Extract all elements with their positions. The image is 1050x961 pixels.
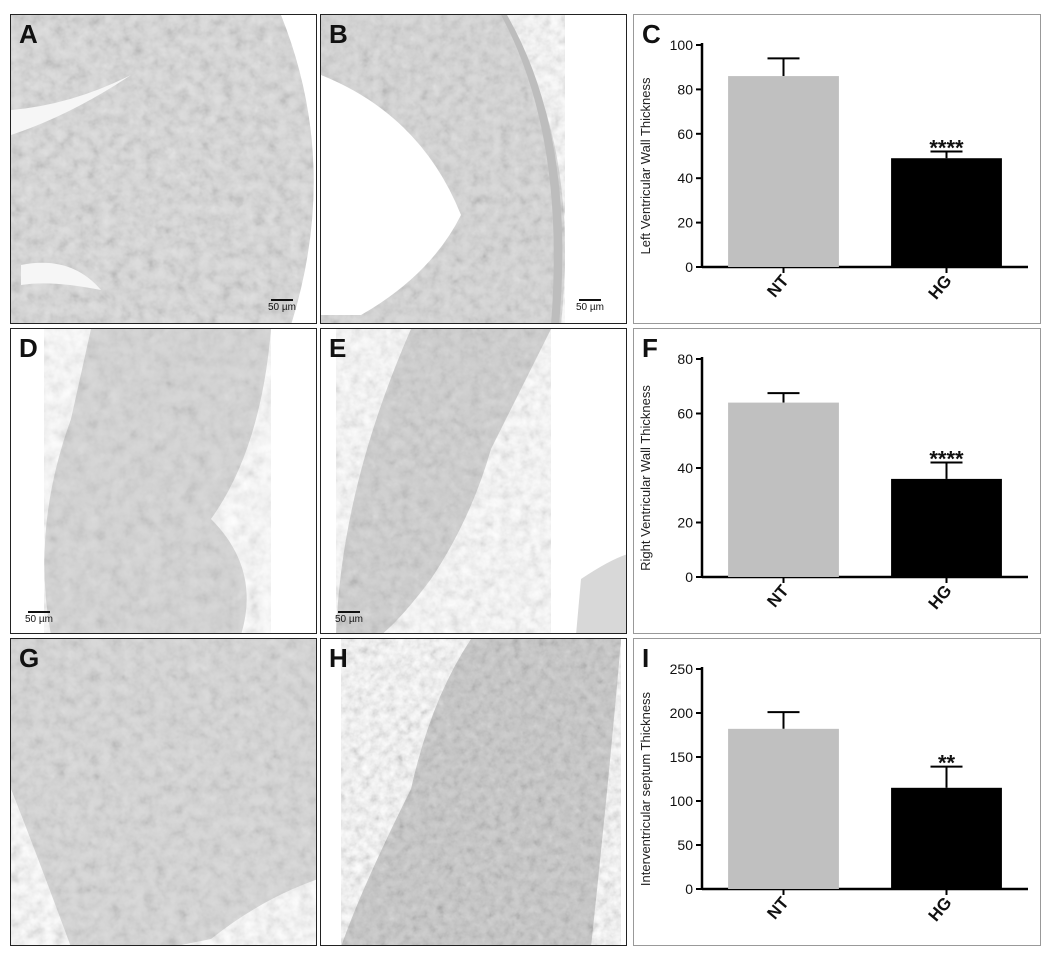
scale-bar: 50 µm [25,611,53,625]
scale-label: 50 µm [335,614,363,625]
y-tick-label: 40 [677,460,693,476]
x-tick-label: HG [925,581,956,613]
y-tick-label: 200 [670,705,694,721]
scale-label: 50 µm [576,302,604,313]
chart-panel-i: Interventricular septum Thickness 0 50 100 1… [633,638,1041,946]
bar-hg [891,787,1002,889]
x-tick-label: NT [763,271,793,301]
y-tick-label: 100 [670,793,694,809]
tissue-texture-b [321,15,626,323]
y-axis-label: Right Ventricular Wall Thickness [638,385,653,571]
y-tick-label: 60 [677,126,693,142]
y-tick-label: 0 [685,881,693,897]
scale-label: 50 µm [25,614,53,625]
y-tick-label: 60 [677,406,693,422]
significance-label: **** [929,447,964,472]
micrograph-d: D 50 µm [10,328,317,634]
chart-right-ventricular: Right Ventricular Wall Thickness 0 20 40 60 8… [638,351,1028,613]
micrograph-e: E 50 µm [320,328,627,634]
tissue-texture-h [321,639,626,945]
y-tick-label: 100 [670,37,694,53]
y-tick-label: 40 [677,170,693,186]
bar-nt [728,76,839,267]
x-tick-label: NT [763,893,793,923]
chart-interventricular-septum: Interventricular septum Thickness 0 50 100 1… [638,661,1028,925]
significance-label: ** [938,751,956,776]
chart-left-ventricular: Left Ventricular Wall Thickness 0 20 40 60 80… [638,37,1028,303]
chart-panel-f: Right Ventricular Wall Thickness 0 20 40 60 8… [633,328,1041,634]
y-tick-label: 20 [677,215,693,231]
y-axis-label: Left Ventricular Wall Thickness [638,77,653,255]
scale-bar: 50 µm [335,611,363,625]
scale-bar: 50 µm [576,299,604,313]
y-tick-label: 0 [685,259,693,275]
panel-letter: B [329,19,348,49]
panel-letter: G [19,643,40,673]
y-tick-label: 50 [677,837,693,853]
y-tick-label: 150 [670,749,694,765]
bar-nt [728,402,839,577]
micrograph-a: A 50 µm [10,14,317,324]
tissue-texture-e [321,329,626,633]
panel-letter: E [329,333,347,363]
tissue-texture-d [11,329,316,633]
micrograph-g: G [10,638,317,946]
scale-label: 50 µm [268,302,296,313]
panel-letter: F [642,333,658,363]
panel-letter: D [19,333,38,363]
micrograph-h: H [320,638,627,946]
panel-letter: C [642,19,661,49]
panel-letter: A [19,19,38,49]
scale-bar: 50 µm [268,299,296,313]
significance-label: **** [929,136,964,161]
tissue-texture-a [11,15,316,323]
x-tick-label: HG [925,893,956,925]
x-tick-label: HG [925,271,956,303]
panel-letter: I [642,643,650,673]
chart-panel-c: Left Ventricular Wall Thickness 0 20 40 60 80… [633,14,1041,324]
y-tick-label: 0 [685,569,693,585]
x-tick-label: NT [763,581,793,611]
y-tick-label: 80 [677,81,693,97]
bar-hg [891,158,1002,267]
y-axis-label: Interventricular septum Thickness [638,691,653,886]
panel-letter: H [329,643,348,673]
tissue-texture-g [11,639,316,945]
y-tick-label: 80 [677,351,693,367]
y-tick-label: 250 [670,661,694,677]
bar-hg [891,478,1002,577]
micrograph-b: B 50 µm [320,14,627,324]
bar-nt [728,728,839,889]
y-tick-label: 20 [677,515,693,531]
